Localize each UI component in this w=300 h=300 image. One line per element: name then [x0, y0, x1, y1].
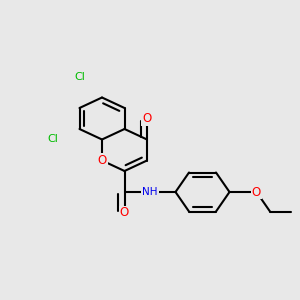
- Text: O: O: [98, 154, 106, 167]
- Text: NH: NH: [142, 187, 158, 197]
- Text: Cl: Cl: [47, 134, 58, 145]
- Text: O: O: [142, 112, 152, 125]
- Text: Cl: Cl: [74, 71, 85, 82]
- Text: O: O: [252, 185, 261, 199]
- Text: O: O: [120, 206, 129, 220]
